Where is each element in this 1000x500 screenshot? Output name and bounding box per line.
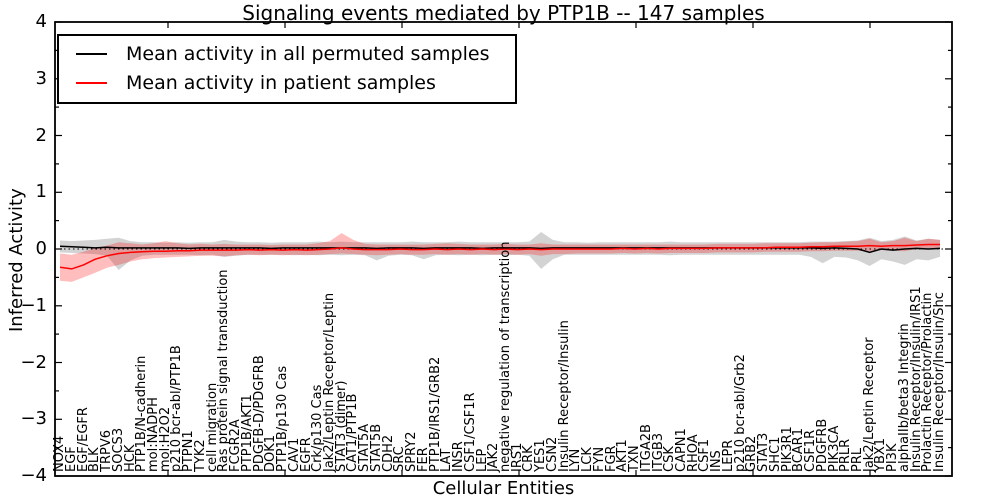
- x-category-label: Insulin Receptor/Insulin/Shc: [932, 292, 948, 472]
- y-tick-label: 3: [35, 67, 47, 89]
- y-tick-label: −3: [20, 408, 47, 430]
- y-tick-label: 0: [35, 238, 47, 259]
- y-tick-label: −2: [20, 351, 47, 373]
- black-line-sample-icon: [76, 52, 107, 55]
- chart-title: Signaling events mediated by PTP1B -- 14…: [242, 1, 765, 25]
- legend-item-permuted: Mean activity in all permuted samples: [59, 39, 515, 68]
- x-axis-label: Cellular Entities: [432, 478, 575, 499]
- y-tick-label: −4: [20, 465, 47, 486]
- y-tick-label: −1: [20, 294, 47, 316]
- legend-label-permuted: Mean activity in all permuted samples: [126, 42, 490, 65]
- patient-mean-line: [59, 243, 940, 270]
- x-category-label: negative regulation of transcription: [498, 241, 513, 473]
- legend-item-patient: Mean activity in patient samples: [59, 68, 515, 97]
- legend: Mean activity in all permuted samples Me…: [57, 34, 517, 104]
- y-tick-label: 4: [35, 11, 47, 32]
- y-tick-label: 2: [35, 124, 47, 146]
- y-tick-label: 1: [35, 181, 47, 203]
- permuted-confidence-band: [60, 232, 940, 270]
- red-line-sample-icon: [76, 81, 107, 84]
- patient-confidence-band: [60, 233, 940, 282]
- legend-label-patient: Mean activity in patient samples: [126, 71, 436, 94]
